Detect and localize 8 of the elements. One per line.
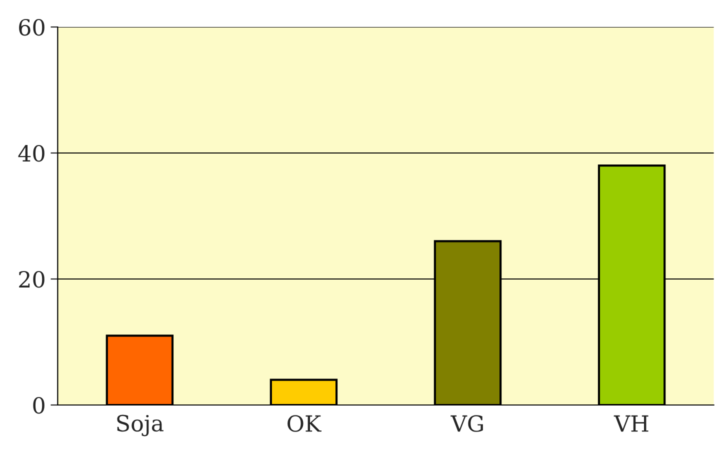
y-tick-label: 40 xyxy=(18,144,44,162)
y-tick-label: 0 xyxy=(33,396,44,414)
x-tick-label: VG xyxy=(450,415,483,432)
x-tick-label: OK xyxy=(288,415,322,432)
y-tick-label: 60 xyxy=(19,18,44,36)
x-tick-label: VH xyxy=(614,415,648,432)
x-tick-label: Soja xyxy=(117,414,164,436)
y-tick-label: 20 xyxy=(19,270,44,288)
